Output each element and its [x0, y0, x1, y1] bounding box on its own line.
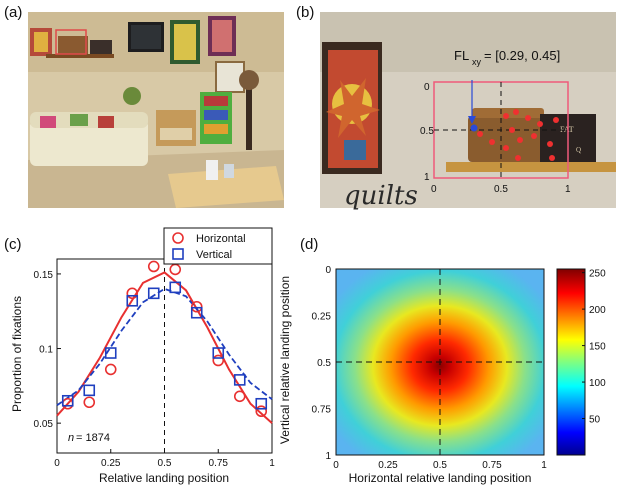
colorbar-tick-label: 50: [589, 415, 601, 426]
box-xtick-1: 1: [565, 184, 571, 195]
chart-c-point-horizontal: [190, 300, 203, 313]
chart-c-point-vertical: [190, 306, 203, 319]
chart-d-xlabel: Horizontal relative landing position: [349, 471, 532, 485]
heatmap-frame: [335, 268, 545, 456]
chart-c-point-vertical: [126, 294, 139, 307]
colorbar-tick-label: 250: [589, 269, 606, 280]
chart-c-point-horizontal: [233, 390, 246, 403]
box-ytick-0: 0: [424, 82, 430, 93]
chart-c-point-horizontal: [212, 354, 225, 367]
chart-c-point-vertical: [233, 374, 246, 386]
chart-c-ytick-label: 0.1: [39, 345, 53, 356]
panel-d-label: (d): [300, 236, 319, 253]
chart-c-point-vertical: [147, 287, 160, 300]
chart-c-point-horizontal: [61, 397, 74, 410]
fl-label-subscript: xy: [472, 57, 482, 67]
chart-c-point-vertical: [61, 394, 74, 407]
quilts-sign: quilts: [344, 181, 418, 211]
chart-d-ytick-label: 0: [325, 265, 331, 276]
chart-c-point-horizontal: [104, 363, 117, 376]
chart-d-xtick-label: 1: [541, 460, 547, 471]
colorbar: [556, 268, 586, 456]
legend-vertical-marker: [172, 248, 184, 260]
chart-c-legend: Horizontal Vertical: [163, 227, 273, 265]
chart-d-ytick-label: 0.25: [312, 312, 332, 323]
chart-c-point-horizontal: [169, 263, 182, 276]
box-xtick-05: 0.5: [494, 184, 508, 195]
legend-vertical-label: Vertical: [196, 249, 232, 261]
landing-box: [433, 80, 569, 179]
chart-c-xtick-label: 0: [54, 458, 60, 469]
chart-d-xtick-label: 0.5: [433, 460, 447, 471]
legend-horizontal-label: Horizontal: [196, 233, 246, 245]
chart-d-ytick-label: 0.5: [317, 358, 331, 369]
chart-d-xtick-label: 0: [333, 460, 339, 471]
chart-d-ytick-label: 0.75: [312, 405, 332, 416]
room-photo: [28, 12, 284, 208]
chart-c-point-horizontal: [255, 405, 268, 418]
panel-b-label: (b): [296, 4, 315, 21]
fl-label-value: = [0.29, 0.45]: [484, 48, 560, 63]
box-ytick-05: 0.5: [420, 126, 434, 137]
chart-c-point-vertical: [83, 384, 96, 397]
chart-c-point-horizontal: [83, 396, 96, 409]
zoomed-photo: FAT Q quilts: [320, 12, 616, 211]
colorbar-tick-label: 150: [589, 342, 606, 353]
chart-c-point-vertical: [212, 347, 225, 359]
panel-c-label: (c): [4, 236, 22, 253]
colorbar-tick-label: 100: [589, 378, 606, 389]
chart-c-ylabel: Proportion of fixations: [10, 296, 24, 412]
fl-label-prefix: FL: [454, 48, 469, 63]
chart-c-xtick-label: 0.25: [101, 458, 121, 469]
chart-c-point-vertical: [255, 397, 268, 410]
chart-c-point-horizontal: [147, 260, 160, 273]
chart-c-xtick-label: 0.75: [209, 458, 229, 469]
colorbar-tick-label: 200: [589, 305, 606, 316]
chart-c-xtick-label: 1: [269, 458, 275, 469]
chart-c-xlabel: Relative landing position: [99, 471, 229, 485]
chart-c-fit-horizontal: [56, 271, 273, 424]
chart-c-point-horizontal: [126, 287, 139, 300]
chart-c-annotation-value: = 1874: [76, 432, 110, 444]
chart-d-xtick-label: 0.75: [482, 460, 502, 471]
legend-horizontal-marker: [172, 232, 184, 244]
chart-c-point-vertical: [169, 281, 182, 294]
chart-c-ytick-label: 0.15: [34, 270, 54, 281]
fixation-points: [470, 109, 559, 161]
heatmap-image: [336, 269, 544, 455]
chart-c-annotation-n: n: [68, 432, 74, 444]
chart-c-point-vertical: [104, 347, 117, 359]
chart-d-ylabel: Vertical relative landing position: [278, 276, 292, 444]
chart-c-fit-vertical: [56, 287, 273, 406]
box-xtick-0: 0: [431, 184, 437, 195]
chart-d-xtick-label: 0.25: [378, 460, 398, 471]
book-text-q: Q: [576, 146, 581, 154]
chart-c-xtick-label: 0.5: [158, 458, 172, 469]
chart-c-axes: [56, 258, 273, 454]
chart-c-ytick-label: 0.05: [34, 419, 54, 430]
panel-a-label: (a): [4, 4, 23, 21]
box-ytick-1: 1: [424, 172, 430, 183]
book-text-fat: FAT: [560, 125, 574, 134]
chart-d-ytick-label: 1: [325, 451, 331, 462]
